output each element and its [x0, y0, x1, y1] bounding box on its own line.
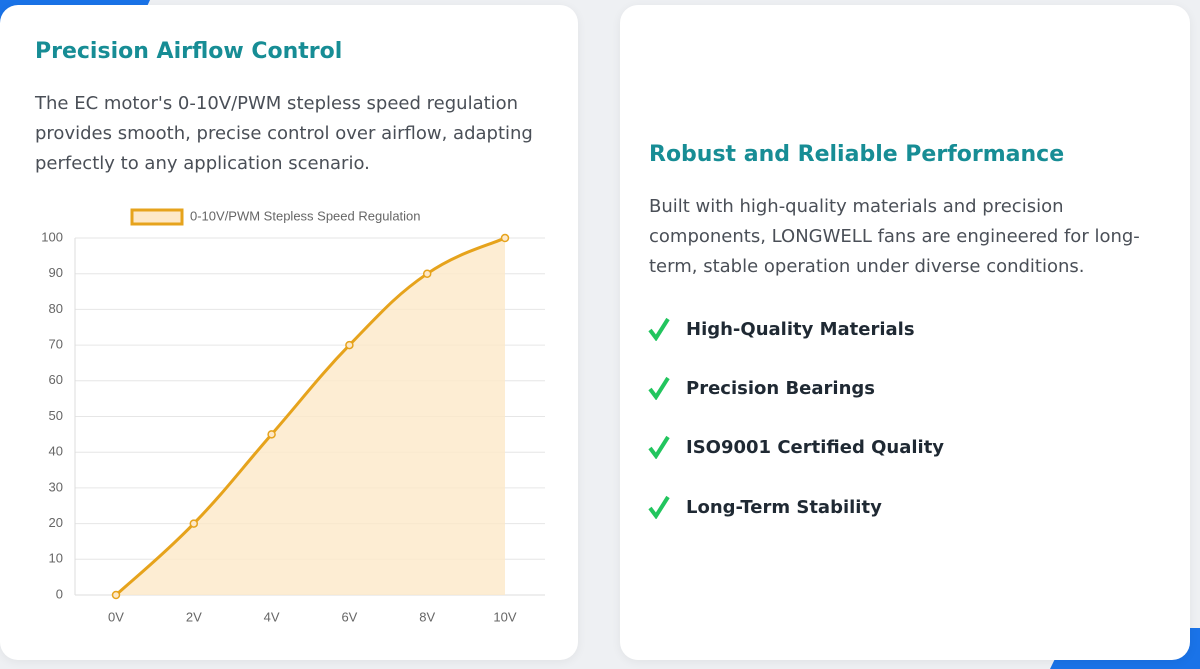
feature-text: High-Quality Materials [686, 318, 915, 340]
feature-text: ISO9001 Certified Quality [686, 436, 945, 458]
chart: 0 10 20 30 40 50 60 70 80 90 100 0V 2V 4V 6V 8V 10V 0-10V… [41, 208, 545, 624]
feature: ISO9001 Certified Quality [648, 435, 944, 459]
x-tick-label: 10V [493, 609, 516, 624]
card-title: Robust and Reliable Performance [649, 142, 1065, 167]
y-tick-label: 10 [49, 551, 63, 566]
y-tick-label: 70 [49, 337, 63, 352]
check-icon [648, 435, 670, 459]
point [345, 340, 354, 350]
feature: High-Quality Materials [648, 317, 915, 341]
legend-label: 0-10V/PWM Stepless Speed Regulation [190, 208, 421, 223]
card-text: Built with high-quality materials and pr… [649, 196, 1140, 277]
y-tick-label: 30 [49, 479, 63, 494]
x-tick-label: 4V [264, 609, 280, 624]
feature-text: Precision Bearings [686, 377, 875, 399]
y-tick-label: 0 [56, 586, 63, 601]
left-card: Precision Airflow Control The EC motor's… [0, 5, 578, 660]
x-tick-label: 0V [108, 609, 124, 624]
point [500, 233, 510, 243]
right-card: Robust and Reliable Performance Built wi… [620, 5, 1190, 660]
y-tick-label: 80 [49, 301, 63, 316]
feature-text: Long-Term Stability [686, 496, 882, 518]
x-tick-label: 6V [341, 609, 357, 624]
y-tick-label: 60 [49, 372, 63, 387]
x-tick-label: 8V [419, 609, 435, 624]
card-text: The EC motor's 0-10V/PWM stepless speed … [35, 93, 533, 174]
feature: Long-Term Stability [648, 495, 882, 519]
feature: Precision Bearings [648, 376, 875, 400]
y-tick-label: 40 [49, 444, 63, 459]
check-icon [648, 376, 670, 400]
point [111, 590, 121, 600]
legend-swatch [130, 208, 184, 226]
area [116, 238, 505, 595]
point [422, 269, 432, 278]
card-title: Precision Airflow Control [35, 39, 343, 64]
point [267, 430, 276, 439]
y-tick-label: 50 [49, 408, 63, 423]
y-tick-label: 90 [49, 265, 63, 280]
y-tick-label: 20 [49, 515, 63, 530]
y-tick-label: 100 [41, 229, 63, 244]
point [189, 519, 199, 528]
x-tick-label: 2V [186, 609, 202, 624]
check-icon [648, 495, 670, 519]
check-icon [648, 317, 670, 341]
